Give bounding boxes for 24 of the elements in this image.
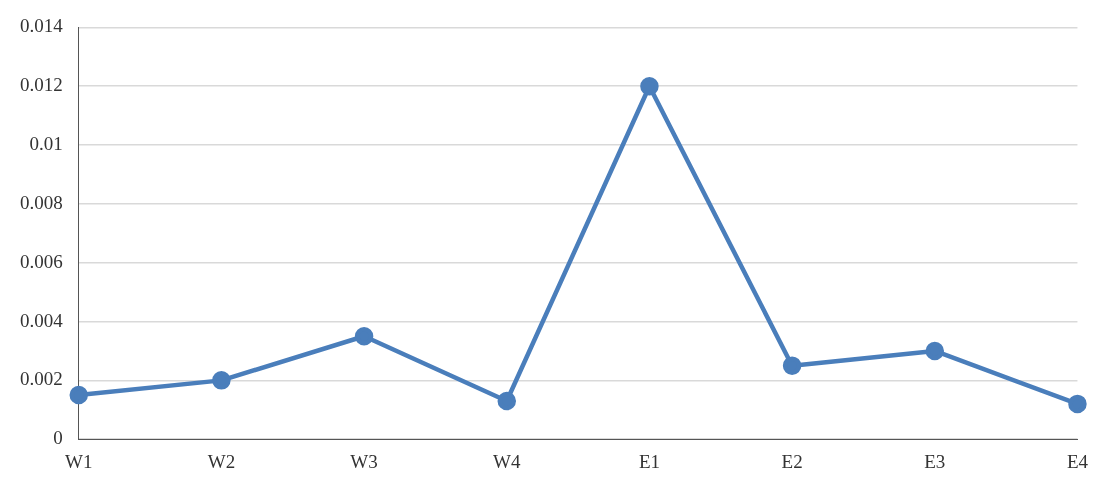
y-tick-label: 0.006 xyxy=(20,250,63,272)
x-tick-label: W4 xyxy=(493,450,521,472)
point xyxy=(354,327,374,346)
point xyxy=(640,76,659,96)
y-tick-label: 0 xyxy=(53,427,63,449)
x-tick-label: E4 xyxy=(1066,450,1089,472)
point xyxy=(1068,394,1087,414)
x-tick-label: E2 xyxy=(781,450,803,472)
point xyxy=(212,371,231,390)
y-tick-label: 0.008 xyxy=(20,191,63,213)
y-tick-label: 0.004 xyxy=(20,309,64,331)
x-tick-label: E1 xyxy=(638,450,660,472)
point xyxy=(782,356,802,375)
point xyxy=(69,385,88,405)
x-tick-label: W1 xyxy=(65,450,93,472)
point xyxy=(497,391,517,411)
y-tick-label: 0.012 xyxy=(20,74,63,96)
x-tick-label: E3 xyxy=(924,450,946,472)
y-tick-label: 0.014 xyxy=(20,15,64,37)
x-tick-label: W2 xyxy=(207,450,236,472)
y-tick-label: 0.002 xyxy=(20,368,63,390)
point xyxy=(925,341,945,361)
y-tick-label: 0.01 xyxy=(29,133,63,155)
x-tick-label: W3 xyxy=(350,450,378,472)
